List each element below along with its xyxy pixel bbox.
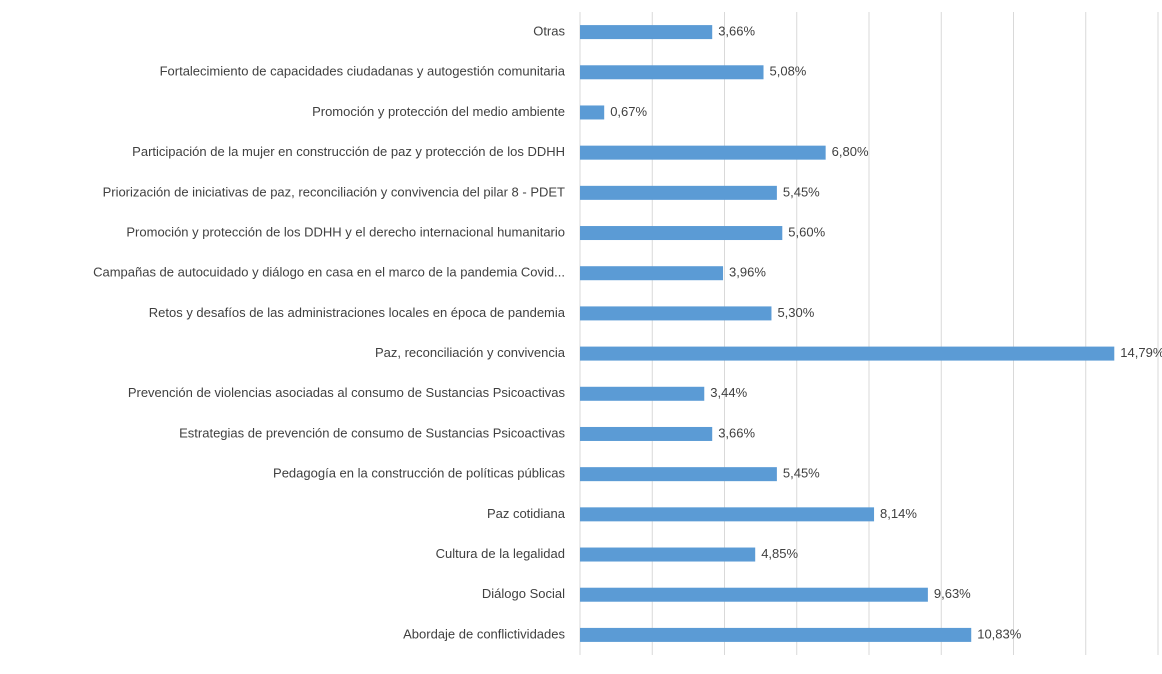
y-tick-label: Promoción y protección del medio ambient… [312, 104, 565, 119]
y-tick-label: Paz, reconciliación y convivencia [375, 345, 566, 360]
y-tick-label: Pedagogía en la construcción de política… [273, 466, 565, 481]
data-label: 6,80% [832, 144, 869, 159]
data-label: 3,66% [718, 425, 755, 440]
bar [580, 105, 605, 120]
data-label: 5,45% [783, 466, 820, 481]
data-label: 8,14% [880, 506, 917, 521]
y-tick-label: Cultura de la legalidad [436, 546, 565, 561]
bar [580, 65, 764, 80]
y-tick-label: Retos y desafíos de las administraciones… [149, 305, 566, 320]
y-tick-label: Diálogo Social [482, 586, 565, 601]
data-label: 4,85% [761, 546, 798, 561]
bar [580, 386, 705, 401]
y-tick-label: Participación de la mujer en construcció… [132, 144, 565, 159]
data-label: 3,66% [718, 24, 755, 39]
data-label: 9,63% [934, 586, 971, 601]
data-label: 5,60% [788, 224, 825, 239]
y-tick-label: Prevención de violencias asociadas al co… [128, 385, 566, 400]
data-label: 0,67% [610, 104, 647, 119]
data-label: 5,30% [777, 305, 814, 320]
y-tick-label: Paz cotidiana [487, 506, 566, 521]
bar [580, 627, 972, 642]
bar [580, 306, 772, 321]
bar [580, 226, 783, 241]
y-tick-label: Otras [533, 24, 565, 39]
bar [580, 25, 713, 40]
data-label: 5,08% [770, 64, 807, 79]
data-label: 5,45% [783, 184, 820, 199]
y-tick-label: Promoción y protección de los DDHH y el … [126, 224, 565, 239]
y-tick-label: Campañas de autocuidado y diálogo en cas… [93, 265, 565, 280]
data-label: 3,96% [729, 265, 766, 280]
y-tick-label: Estrategias de prevención de consumo de … [179, 425, 565, 440]
bar [580, 346, 1115, 361]
bar [580, 145, 826, 160]
bar [580, 185, 777, 200]
bar [580, 507, 875, 522]
bar [580, 266, 724, 281]
bar [580, 547, 756, 562]
y-tick-label: Abordaje de conflictividades [403, 626, 565, 641]
data-label: 10,83% [977, 626, 1022, 641]
data-label: 3,44% [710, 385, 747, 400]
bar [580, 426, 713, 441]
data-label: 14,79% [1120, 345, 1162, 360]
bar [580, 467, 777, 482]
bar [580, 587, 928, 602]
y-tick-label: Fortalecimiento de capacidades ciudadana… [160, 64, 566, 79]
y-tick-label: Priorización de iniciativas de paz, reco… [103, 184, 565, 199]
